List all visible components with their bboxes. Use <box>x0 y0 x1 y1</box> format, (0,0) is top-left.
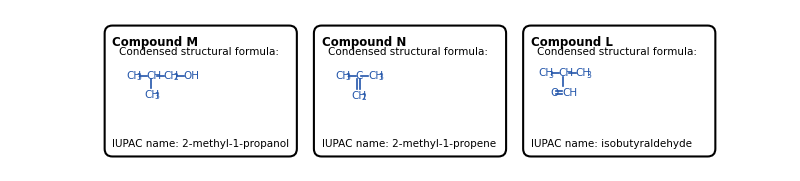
Text: Compound M: Compound M <box>112 36 198 49</box>
Text: IUPAC name: 2-methyl-1-propene: IUPAC name: 2-methyl-1-propene <box>322 139 496 149</box>
Text: 3: 3 <box>586 71 590 80</box>
Text: CH: CH <box>368 71 383 81</box>
Text: 2: 2 <box>362 93 366 102</box>
Text: O: O <box>550 88 558 98</box>
FancyBboxPatch shape <box>314 26 506 156</box>
Text: 3: 3 <box>549 71 554 80</box>
Text: Compound N: Compound N <box>322 36 406 49</box>
Text: CH: CH <box>558 68 574 78</box>
Text: CH: CH <box>144 90 159 100</box>
Text: Condensed structural formula:: Condensed structural formula: <box>118 47 278 57</box>
Text: C: C <box>356 71 363 81</box>
Text: 3: 3 <box>346 73 350 82</box>
Text: 3: 3 <box>378 73 383 82</box>
Text: CH: CH <box>352 91 367 101</box>
Text: Condensed structural formula:: Condensed structural formula: <box>328 47 488 57</box>
Text: Condensed structural formula:: Condensed structural formula: <box>537 47 697 57</box>
Text: CH: CH <box>336 71 350 81</box>
Text: 3: 3 <box>154 92 159 101</box>
Text: OH: OH <box>184 71 200 81</box>
FancyBboxPatch shape <box>523 26 715 156</box>
Text: CH: CH <box>146 71 162 81</box>
Text: 2: 2 <box>174 73 178 82</box>
Text: IUPAC name: isobutyraldehyde: IUPAC name: isobutyraldehyde <box>531 139 692 149</box>
Text: Compound L: Compound L <box>531 36 613 49</box>
Text: CH: CH <box>538 68 554 78</box>
Text: CH: CH <box>576 68 591 78</box>
Text: IUPAC name: 2-methyl-1-propanol: IUPAC name: 2-methyl-1-propanol <box>112 139 290 149</box>
Text: 3: 3 <box>137 73 142 82</box>
Text: CH: CH <box>562 88 577 98</box>
Text: CH: CH <box>126 71 142 81</box>
FancyBboxPatch shape <box>105 26 297 156</box>
Text: CH: CH <box>163 71 178 81</box>
